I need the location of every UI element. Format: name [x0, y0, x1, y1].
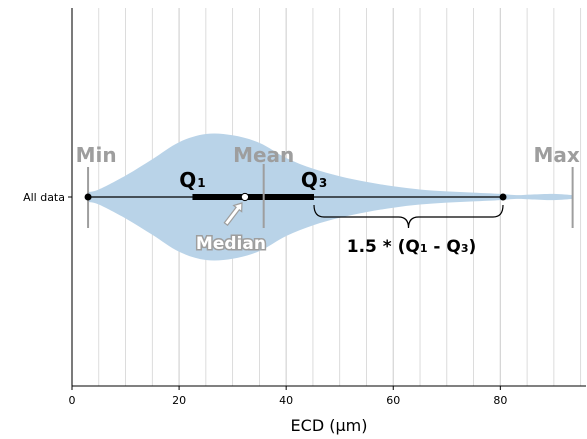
- x-tick-label: 40: [279, 394, 293, 407]
- min-point: [84, 193, 92, 201]
- iqr-box: [192, 194, 315, 200]
- x-axis-title: ECD (μm): [291, 416, 368, 435]
- q1-label-sub: 1: [197, 176, 205, 190]
- max-label: Max: [533, 143, 579, 167]
- formula-mid: - Q: [427, 237, 460, 257]
- formula-prefix: 1.5 * (Q: [347, 237, 420, 257]
- formula-suffix: ): [468, 237, 476, 257]
- x-axis-title-text: ECD (μm): [291, 416, 368, 435]
- x-tick-label: 80: [493, 394, 507, 407]
- q3-label-sub: 3: [319, 176, 327, 190]
- iqr-formula-label: 1.5 * (Q1 - Q3): [347, 237, 477, 257]
- x-tick-label: 20: [172, 394, 186, 407]
- chart-marks: [84, 164, 574, 228]
- median-label: Median: [196, 234, 266, 254]
- q3-label-main: Q: [301, 168, 318, 192]
- x-tick-label: 0: [69, 394, 76, 407]
- formula-sub2: 3: [461, 242, 469, 255]
- min-label: Min: [76, 143, 117, 167]
- median-point: [240, 192, 250, 202]
- category-label: All data: [23, 191, 65, 204]
- mean-label: Mean: [233, 143, 294, 167]
- q1-label: Q1: [179, 168, 205, 192]
- whisker-end-point: [499, 193, 507, 201]
- x-axis-ticks: 0 20 40 60 80: [68, 196, 507, 407]
- q3-label: Q3: [301, 168, 327, 192]
- x-tick-label: 60: [386, 394, 400, 407]
- q1-label-main: Q: [179, 168, 196, 192]
- median-arrow: [223, 202, 243, 227]
- iqr-brace: [313, 204, 504, 229]
- formula-sub1: 1: [420, 242, 428, 255]
